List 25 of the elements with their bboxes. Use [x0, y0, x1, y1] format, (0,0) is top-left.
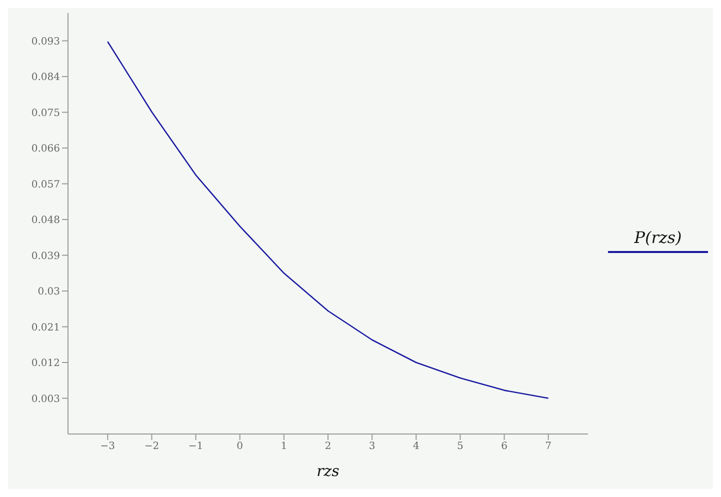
x-tick-label: 0	[236, 441, 244, 452]
y-tick-label: 0.048	[31, 215, 60, 226]
y-tick-label: 0.084	[31, 72, 60, 84]
text: P(rzs)	[634, 228, 682, 247]
y-tick-label: 0.039	[31, 250, 60, 262]
y-tick-label: 0.093	[31, 36, 60, 48]
x-tick-label: 1	[280, 441, 288, 452]
y-tick-label: 0.003	[31, 394, 60, 405]
x-tick-label: −3	[100, 441, 116, 452]
x-axis-title: rzs	[316, 462, 340, 480]
y-tick-label: 0.012	[31, 358, 60, 370]
x-tick-label: 7	[545, 441, 552, 452]
x-tick-label: 5	[457, 441, 464, 452]
x-tick-label: 2	[324, 441, 332, 452]
y-tick-label: 0.066	[31, 144, 60, 155]
y-tick-label: 0.057	[31, 179, 60, 190]
x-tick-label: 4	[412, 441, 420, 452]
y-tick-label: 0.021	[31, 322, 60, 334]
y-tick-label: 0.03	[38, 286, 60, 298]
y-tick-label: 0.075	[31, 108, 60, 119]
x-tick-label: 6	[501, 441, 508, 452]
x-tick-label: −1	[188, 441, 204, 452]
line-series	[107, 40, 549, 399]
x-tick-label: 3	[368, 441, 376, 452]
x-tick-label: −2	[144, 441, 160, 452]
